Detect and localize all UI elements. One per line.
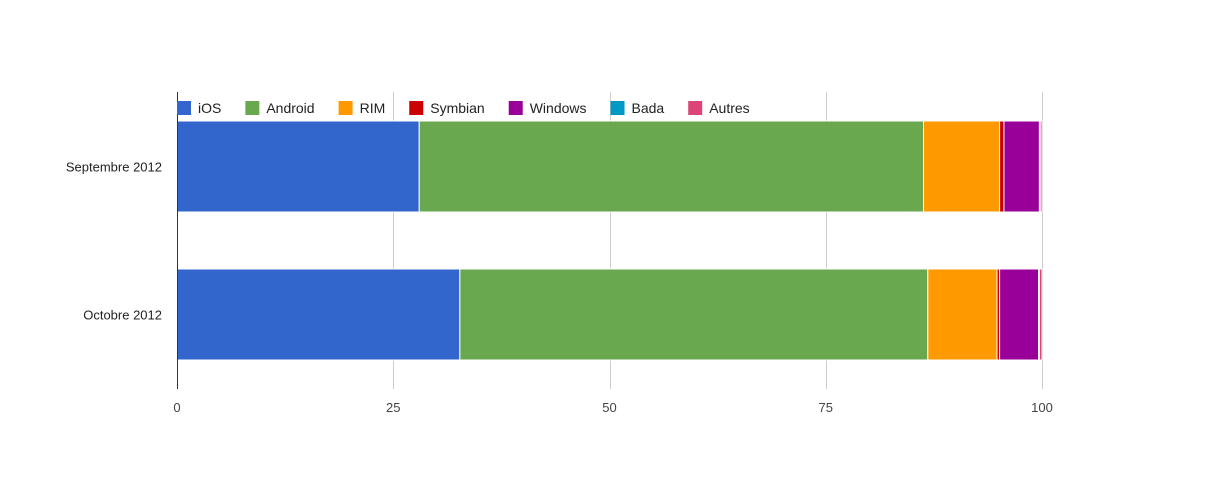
bars xyxy=(176,120,1043,361)
x-tick-label: 25 xyxy=(386,400,400,415)
legend-swatch-ios[interactable] xyxy=(177,101,191,115)
legend-swatch-rim[interactable] xyxy=(338,101,353,115)
bar-segment-autres[interactable] xyxy=(1039,120,1043,213)
bar-segment-ios[interactable] xyxy=(176,120,420,213)
x-tick-label: 50 xyxy=(602,400,616,415)
legend-swatch-symbian[interactable] xyxy=(409,101,424,115)
axes: 0 25 50 75 100 Septembre 2012 Octobre 2012 xyxy=(66,92,1053,415)
legend-label-bada[interactable]: Bada xyxy=(632,100,665,116)
category-label: Septembre 2012 xyxy=(66,160,162,175)
category-label: Octobre 2012 xyxy=(83,308,162,323)
legend-label-autres[interactable]: Autres xyxy=(709,100,749,116)
bar-segment-autres[interactable] xyxy=(1038,268,1043,361)
legend-label-ios[interactable]: iOS xyxy=(198,100,221,116)
bar-segment-rim[interactable] xyxy=(927,268,998,361)
bar-segment-android[interactable] xyxy=(418,120,924,213)
legend: iOS Android RIM Symbian Windows Bada Autres xyxy=(177,100,750,116)
x-tick-label: 75 xyxy=(819,400,833,415)
legend-label-android[interactable]: Android xyxy=(266,100,314,116)
legend-swatch-windows[interactable] xyxy=(508,101,523,115)
legend-label-windows[interactable]: Windows xyxy=(530,100,587,116)
bar-segment-ios[interactable] xyxy=(176,268,461,361)
bar-segment-android[interactable] xyxy=(459,268,929,361)
legend-swatch-autres[interactable] xyxy=(688,101,703,115)
bar-segment-rim[interactable] xyxy=(922,120,1001,213)
x-tick-label: 100 xyxy=(1031,400,1053,415)
bar-segment-windows[interactable] xyxy=(1003,120,1040,213)
x-tick-label: 0 xyxy=(173,400,180,415)
bar-segment-symbian[interactable] xyxy=(999,120,1005,213)
legend-label-symbian[interactable]: Symbian xyxy=(430,100,484,116)
legend-swatch-bada[interactable] xyxy=(610,101,625,115)
legend-swatch-android[interactable] xyxy=(245,101,260,115)
bar-segment-windows[interactable] xyxy=(999,268,1040,361)
legend-label-rim[interactable]: RIM xyxy=(360,100,386,116)
